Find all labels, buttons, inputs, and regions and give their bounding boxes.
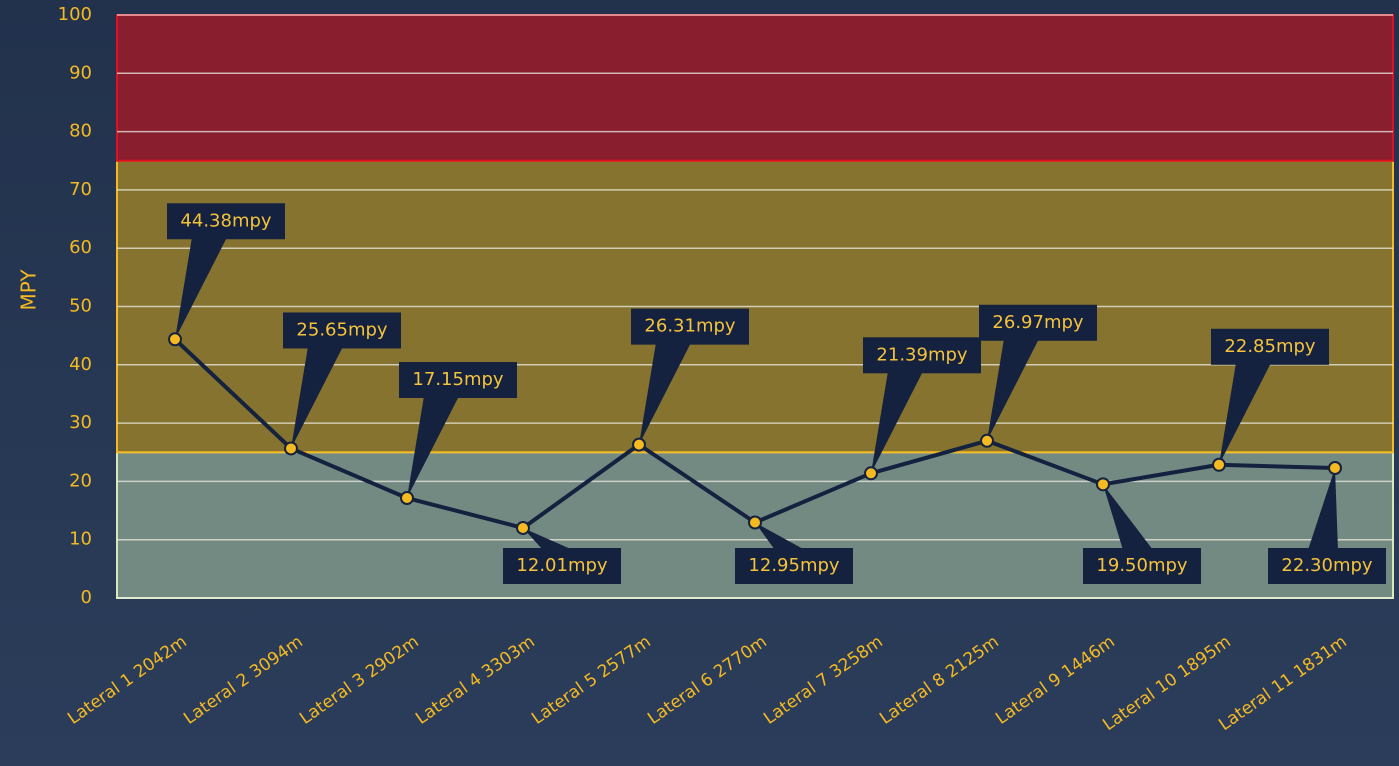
data-label: 25.65mpy <box>296 319 387 340</box>
zone-band <box>116 14 1394 162</box>
data-point <box>284 441 298 456</box>
data-label: 12.95mpy <box>748 555 839 576</box>
data-point <box>748 515 762 530</box>
data-label: 26.31mpy <box>644 316 735 337</box>
data-label: 26.97mpy <box>992 312 1083 333</box>
callout-box <box>863 337 981 374</box>
callout-box <box>283 312 401 349</box>
callout-box <box>1211 328 1329 365</box>
data-point <box>168 332 182 347</box>
callout-box <box>167 203 285 240</box>
data-point <box>864 466 878 481</box>
y-tick-label: 70 <box>69 179 92 200</box>
callout-box <box>1268 548 1386 584</box>
callout: 17.15mpy <box>399 362 517 499</box>
y-tick-label: 10 <box>69 529 92 550</box>
y-tick-label: 40 <box>69 354 92 375</box>
callout: 12.01mpy <box>503 527 621 584</box>
y-tick-label: 80 <box>69 121 92 142</box>
data-point <box>1096 477 1110 492</box>
data-label: 21.39mpy <box>876 344 967 365</box>
y-tick-label: 90 <box>69 62 92 83</box>
data-label: 19.50mpy <box>1096 555 1187 576</box>
callout-box <box>735 548 853 584</box>
callout-box <box>631 308 749 345</box>
callout-pointer <box>639 342 691 445</box>
y-tick-label: 50 <box>69 296 92 317</box>
callout-pointer <box>407 396 459 499</box>
callout-pointer <box>755 522 805 550</box>
callout: 19.50mpy <box>1083 484 1201 584</box>
data-point <box>1212 457 1226 472</box>
callout: 21.39mpy <box>863 337 981 474</box>
data-label: 44.38mpy <box>180 210 271 231</box>
callout-pointer <box>871 371 923 474</box>
callout-pointer <box>987 338 1039 441</box>
callout-pointer <box>1219 362 1271 465</box>
data-label: 22.85mpy <box>1224 336 1315 357</box>
callout-box <box>1083 548 1201 584</box>
data-point <box>1328 460 1342 475</box>
data-label: 12.01mpy <box>516 555 607 576</box>
callout-box <box>979 304 1097 341</box>
callout: 26.97mpy <box>979 304 1097 441</box>
data-point <box>632 437 646 452</box>
data-label: 17.15mpy <box>412 369 503 390</box>
data-point <box>400 491 414 506</box>
y-tick-label: 0 <box>81 587 92 608</box>
callout-pointer <box>175 237 227 340</box>
callout-box <box>399 362 517 399</box>
callout-box <box>503 548 621 584</box>
callout: 25.65mpy <box>283 312 401 449</box>
callout: 22.30mpy <box>1268 467 1386 584</box>
y-tick-label: 20 <box>69 470 92 491</box>
callout-pointer <box>523 527 573 550</box>
callout-pointer <box>1103 484 1153 550</box>
y-tick-label: 60 <box>69 237 92 258</box>
callout: 12.95mpy <box>735 522 853 584</box>
callout-pointer <box>291 346 343 449</box>
data-point <box>980 433 994 448</box>
y-tick-label: 30 <box>69 412 92 433</box>
callout: 26.31mpy <box>631 308 749 445</box>
callout: 44.38mpy <box>167 203 285 340</box>
callout: 22.85mpy <box>1211 328 1329 465</box>
data-point <box>516 520 530 535</box>
data-label: 22.30mpy <box>1281 555 1372 576</box>
y-axis-label: MPY <box>17 269 41 311</box>
y-tick-label: 100 <box>58 4 92 25</box>
callout-pointer <box>1308 467 1338 550</box>
